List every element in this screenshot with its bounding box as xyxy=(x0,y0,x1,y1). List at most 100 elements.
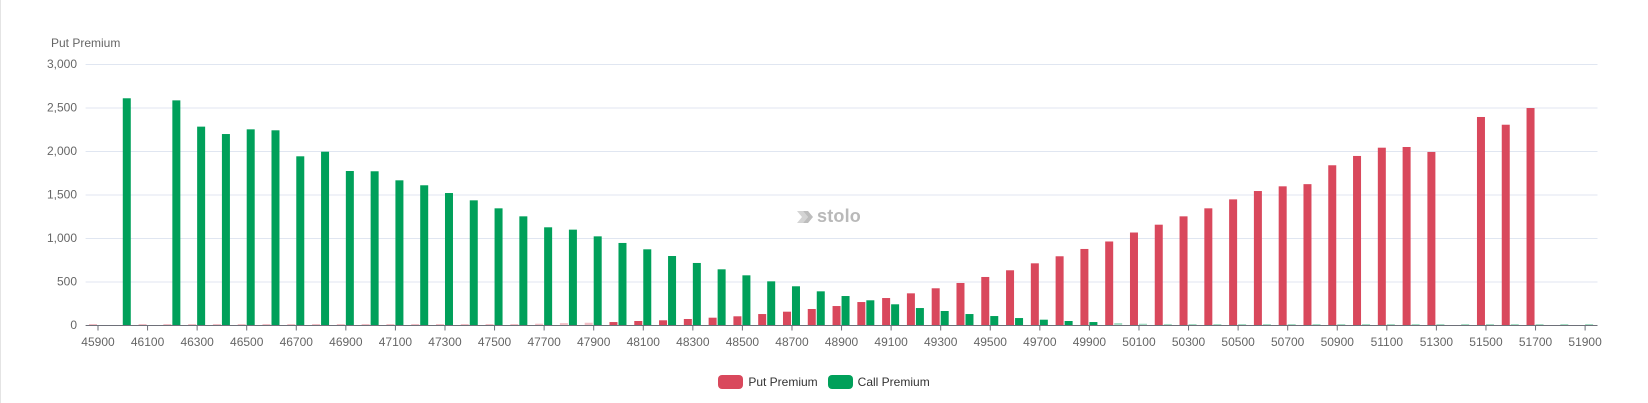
legend-item-call-premium[interactable]: Call Premium xyxy=(827,375,930,389)
put-premium-bar[interactable] xyxy=(1129,232,1138,325)
put-premium-bar[interactable] xyxy=(1030,263,1039,325)
put-premium-bar[interactable] xyxy=(485,324,494,325)
put-premium-bar[interactable] xyxy=(1080,248,1089,325)
call-premium-bar[interactable] xyxy=(692,262,701,325)
call-premium-bar[interactable] xyxy=(1213,324,1222,325)
put-premium-bar[interactable] xyxy=(659,320,668,325)
call-premium-bar[interactable] xyxy=(1188,324,1197,325)
legend-item-put-premium[interactable]: Put Premium xyxy=(718,375,818,389)
put-premium-bar[interactable] xyxy=(1278,186,1287,325)
put-premium-bar[interactable] xyxy=(1328,165,1337,325)
call-premium-bar[interactable] xyxy=(221,134,230,325)
put-premium-bar[interactable] xyxy=(981,276,990,325)
call-premium-bar[interactable] xyxy=(816,291,825,325)
call-premium-bar[interactable] xyxy=(197,126,206,325)
call-premium-bar[interactable] xyxy=(866,300,875,325)
call-premium-bar[interactable] xyxy=(1287,324,1296,325)
put-premium-bar[interactable] xyxy=(88,324,97,325)
put-premium-bar[interactable] xyxy=(287,324,296,325)
put-premium-bar[interactable] xyxy=(1526,108,1535,325)
call-premium-bar[interactable] xyxy=(1089,322,1098,325)
put-premium-bar[interactable] xyxy=(1253,191,1262,325)
put-premium-bar[interactable] xyxy=(1402,146,1411,325)
call-premium-bar[interactable] xyxy=(345,171,354,325)
call-premium-bar[interactable] xyxy=(370,171,379,325)
put-premium-bar[interactable] xyxy=(857,302,866,325)
put-premium-bar[interactable] xyxy=(312,324,321,325)
put-premium-bar[interactable] xyxy=(435,324,444,325)
call-premium-bar[interactable] xyxy=(643,249,652,325)
call-premium-bar[interactable] xyxy=(271,130,280,325)
put-premium-bar[interactable] xyxy=(1229,199,1238,325)
put-premium-bar[interactable] xyxy=(609,322,618,325)
put-premium-bar[interactable] xyxy=(634,320,643,325)
call-premium-bar[interactable] xyxy=(1362,324,1371,325)
call-premium-bar[interactable] xyxy=(742,275,751,325)
put-premium-bar[interactable] xyxy=(188,324,197,325)
call-premium-bar[interactable] xyxy=(668,256,677,325)
call-premium-bar[interactable] xyxy=(965,314,974,325)
call-premium-bar[interactable] xyxy=(395,180,404,325)
call-premium-bar[interactable] xyxy=(1015,318,1024,325)
call-premium-bar[interactable] xyxy=(420,185,429,325)
put-premium-bar[interactable] xyxy=(559,323,568,325)
put-premium-bar[interactable] xyxy=(882,298,891,325)
call-premium-bar[interactable] xyxy=(172,100,181,325)
call-premium-bar[interactable] xyxy=(1312,324,1321,325)
call-premium-bar[interactable] xyxy=(767,281,776,325)
call-premium-bar[interactable] xyxy=(444,193,453,325)
put-premium-bar[interactable] xyxy=(956,282,965,325)
put-premium-bar[interactable] xyxy=(906,293,915,325)
put-premium-bar[interactable] xyxy=(535,323,544,325)
call-premium-bar[interactable] xyxy=(1138,323,1147,325)
call-premium-bar[interactable] xyxy=(717,269,726,325)
call-premium-bar[interactable] xyxy=(568,229,577,325)
put-premium-bar[interactable] xyxy=(510,324,519,325)
put-premium-bar[interactable] xyxy=(237,324,246,325)
call-premium-bar[interactable] xyxy=(296,156,305,325)
put-premium-bar[interactable] xyxy=(1006,270,1015,325)
put-premium-bar[interactable] xyxy=(758,314,767,325)
put-premium-bar[interactable] xyxy=(1179,216,1188,325)
put-premium-bar[interactable] xyxy=(138,324,147,325)
put-premium-bar[interactable] xyxy=(212,324,221,325)
call-premium-bar[interactable] xyxy=(1560,324,1569,325)
call-premium-bar[interactable] xyxy=(1510,324,1519,325)
call-premium-bar[interactable] xyxy=(593,236,602,325)
put-premium-bar[interactable] xyxy=(708,317,717,325)
call-premium-bar[interactable] xyxy=(1238,324,1247,325)
put-premium-bar[interactable] xyxy=(1204,208,1213,325)
put-premium-bar[interactable] xyxy=(733,316,742,325)
put-premium-bar[interactable] xyxy=(1154,224,1163,325)
call-premium-bar[interactable] xyxy=(891,304,900,325)
put-premium-bar[interactable] xyxy=(262,324,271,325)
call-premium-bar[interactable] xyxy=(1163,323,1172,325)
call-premium-bar[interactable] xyxy=(1262,324,1271,325)
put-premium-bar[interactable] xyxy=(1501,124,1510,325)
call-premium-bar[interactable] xyxy=(1436,324,1445,325)
put-premium-bar[interactable] xyxy=(1055,256,1064,325)
put-premium-bar[interactable] xyxy=(1476,116,1485,325)
call-premium-bar[interactable] xyxy=(494,208,503,325)
put-premium-bar[interactable] xyxy=(411,324,420,325)
call-premium-bar[interactable] xyxy=(1114,322,1123,325)
call-premium-bar[interactable] xyxy=(519,216,528,325)
call-premium-bar[interactable] xyxy=(1411,324,1420,325)
call-premium-bar[interactable] xyxy=(1064,320,1073,325)
call-premium-bar[interactable] xyxy=(469,200,478,325)
put-premium-bar[interactable] xyxy=(1377,147,1386,325)
call-premium-bar[interactable] xyxy=(1337,324,1346,325)
put-premium-bar[interactable] xyxy=(1427,151,1436,325)
put-premium-bar[interactable] xyxy=(832,306,841,325)
put-premium-bar[interactable] xyxy=(931,288,940,325)
put-premium-bar[interactable] xyxy=(336,324,345,325)
call-premium-bar[interactable] xyxy=(321,151,330,325)
put-premium-bar[interactable] xyxy=(460,324,469,325)
put-premium-bar[interactable] xyxy=(683,318,692,325)
call-premium-bar[interactable] xyxy=(122,98,131,325)
call-premium-bar[interactable] xyxy=(544,227,553,325)
call-premium-bar[interactable] xyxy=(1461,324,1470,325)
call-premium-bar[interactable] xyxy=(915,308,924,325)
put-premium-bar[interactable] xyxy=(1353,155,1362,325)
put-premium-bar[interactable] xyxy=(807,308,816,325)
